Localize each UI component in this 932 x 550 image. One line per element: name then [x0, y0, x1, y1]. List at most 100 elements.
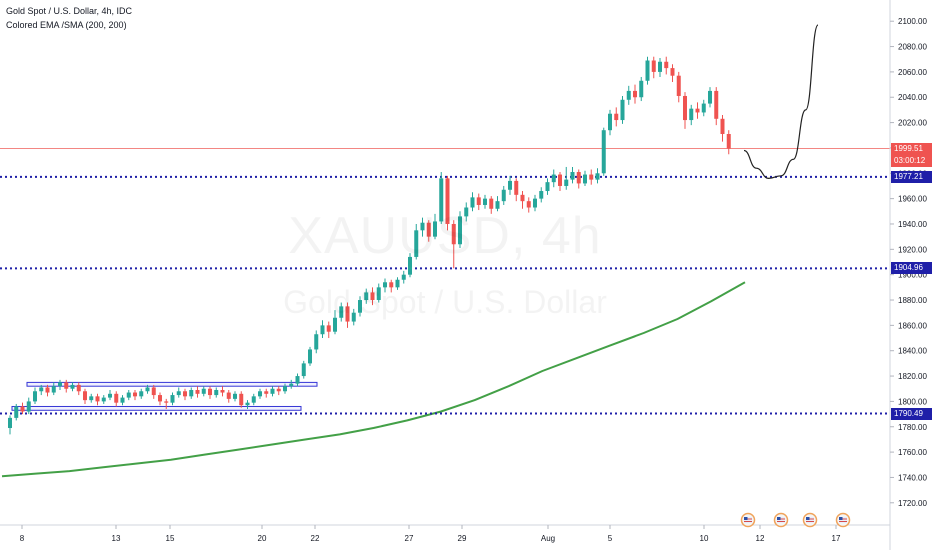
x-tick-label: 5	[608, 534, 613, 543]
candle-body	[564, 179, 569, 186]
candle-body	[14, 406, 19, 418]
y-tick-label: 1720.00	[898, 499, 927, 508]
candle-body	[558, 174, 562, 186]
candles-layer	[8, 56, 731, 435]
candle-body	[533, 198, 537, 208]
x-tick-label: 10	[700, 534, 709, 543]
candle-body	[139, 391, 144, 397]
candle-body	[214, 390, 219, 396]
candle-body	[326, 325, 331, 332]
candle-body	[114, 393, 119, 403]
y-tick-label: 1940.00	[898, 220, 927, 229]
last-price-tag: 1999.51	[891, 142, 932, 155]
candle-body	[258, 391, 262, 397]
candle-body	[189, 390, 194, 397]
y-tick-label: 2060.00	[898, 68, 927, 77]
candle-body	[664, 61, 669, 69]
event-flag-icon[interactable]	[773, 512, 789, 528]
candle-body	[689, 108, 694, 121]
candle-body	[370, 292, 375, 301]
candle-body	[589, 174, 594, 180]
event-flag-body	[777, 517, 785, 523]
y-tick-label: 1760.00	[898, 448, 927, 457]
candle-body	[245, 402, 250, 406]
candle-body	[576, 172, 581, 184]
candle-body	[651, 60, 656, 72]
candle-body	[451, 223, 456, 245]
x-tick-label: Aug	[541, 534, 555, 543]
candle-body	[470, 197, 475, 208]
symbol-title[interactable]: Gold Spot / U.S. Dollar, 4h, IDC	[6, 6, 133, 16]
candle-body	[458, 216, 462, 245]
candle-body	[420, 222, 425, 231]
candle-body	[339, 306, 344, 318]
event-flag-icon[interactable]	[802, 512, 818, 528]
candle-body	[426, 222, 431, 237]
candle-body	[158, 395, 162, 402]
candle-body	[64, 382, 69, 389]
candle-body	[714, 90, 719, 119]
candle-body	[658, 61, 662, 72]
event-flag-canton	[777, 517, 781, 520]
range-box	[11, 405, 302, 411]
candle-body	[26, 401, 31, 412]
countdown-tag: 03:00:12	[891, 154, 932, 167]
chart-legend: Gold Spot / U.S. Dollar, 4h, IDC Colored…	[6, 4, 132, 32]
candle-body	[483, 198, 487, 205]
candle-body	[151, 387, 156, 396]
level-tag-2: 1904.96	[891, 262, 932, 275]
candle-body	[720, 118, 725, 134]
candle-body	[389, 282, 394, 288]
candle-body	[45, 387, 50, 393]
candle-body	[501, 189, 506, 202]
event-flag-icon[interactable]	[740, 512, 756, 528]
y-tick-label: 1880.00	[898, 296, 927, 305]
candle-body	[514, 180, 519, 195]
candle-body	[201, 388, 206, 394]
candle-body	[58, 382, 62, 387]
y-tick-label: 2100.00	[898, 17, 927, 26]
candle-body	[208, 388, 212, 396]
y-tick-label: 1960.00	[898, 195, 927, 204]
x-tick-label: 17	[832, 534, 841, 543]
candle-body	[101, 397, 106, 402]
candle-body	[551, 174, 556, 183]
candle-body	[283, 386, 287, 392]
candle-body	[645, 60, 650, 81]
candle-body	[133, 392, 137, 397]
candle-body	[333, 317, 337, 332]
candle-body	[383, 282, 387, 288]
candle-body	[233, 393, 237, 399]
candle-body	[726, 134, 731, 149]
x-tick-label: 13	[112, 534, 121, 543]
candle-body	[708, 90, 712, 104]
candle-body	[276, 388, 281, 392]
event-flag-canton	[806, 517, 810, 520]
y-tick-label: 2080.00	[898, 43, 927, 52]
candle-body	[364, 292, 369, 301]
candle-body	[89, 396, 94, 401]
candle-body	[464, 207, 469, 217]
candle-body	[639, 80, 644, 98]
x-tick-label: 22	[311, 534, 320, 543]
candle-body	[583, 174, 587, 184]
candle-body	[620, 99, 625, 121]
event-flag-body	[744, 517, 752, 523]
level-lines	[0, 148, 890, 415]
indicator-title[interactable]: Colored EMA /SMA (200, 200)	[6, 20, 127, 30]
candle-body	[445, 178, 450, 224]
x-tick-label: 12	[756, 534, 765, 543]
candle-body	[633, 90, 637, 98]
event-flag-icon[interactable]	[835, 512, 851, 528]
candle-body	[408, 256, 412, 275]
candle-body	[495, 201, 500, 209]
event-markers[interactable]	[740, 512, 851, 528]
price-axis-bg	[890, 0, 932, 550]
candle-body	[520, 194, 525, 202]
candle-body	[545, 182, 550, 192]
candle-body	[526, 201, 531, 208]
y-tick-label: 1900.00	[898, 271, 927, 280]
candle-body	[570, 172, 575, 180]
candle-body	[39, 387, 44, 392]
